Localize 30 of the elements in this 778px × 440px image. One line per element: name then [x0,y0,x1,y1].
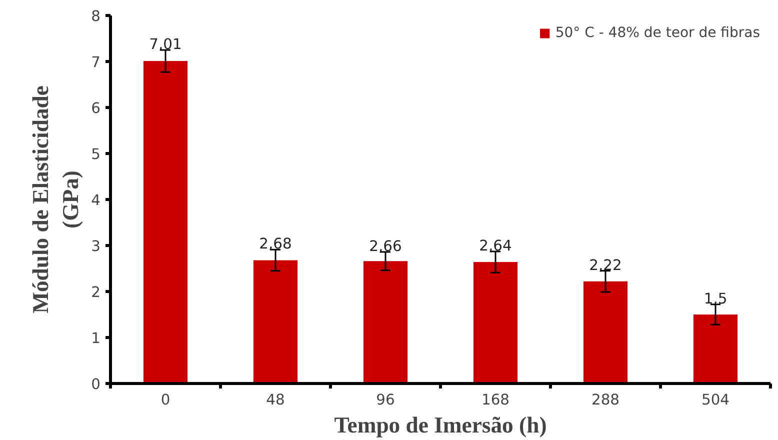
y-tick-label: 6 [91,100,101,117]
text: 2,68 [259,236,292,253]
y-tick-label: 4 [91,192,101,209]
y-tick-label: 3 [91,238,101,255]
bar [474,262,518,384]
x-tick-label: 0 [160,392,170,408]
x-tick-label: 96 [376,392,395,408]
bar [694,314,738,384]
text: 2,22 [589,256,622,274]
bar [364,261,408,384]
text: 2,66 [369,238,402,255]
y-axis-title: Módulo de Elasticidade (GPa) [28,86,84,314]
x-tick-label: 48 [266,392,285,408]
y-tick-label: 2 [91,284,101,301]
y-tick-label: 5 [91,146,101,163]
bar [254,260,298,384]
y-tick-label: 7 [91,54,101,71]
x-tick-label: 288 [592,392,620,408]
text: 1,5 [704,290,728,308]
text: 2,64 [479,237,512,254]
bar [144,61,188,384]
x-tick-label: 168 [482,392,510,408]
legend-label: 50° C - 48% de teor de fibras [555,25,760,41]
text: 7,01 [149,36,182,53]
bar [584,281,628,384]
x-tick-label: 504 [702,392,730,408]
x-axis-title: Tempo de Imersão (h) [334,412,547,438]
y-tick-label: 8 [91,8,101,25]
y-tick-label: 0 [91,376,101,393]
y-tick-label: 1 [91,330,101,347]
